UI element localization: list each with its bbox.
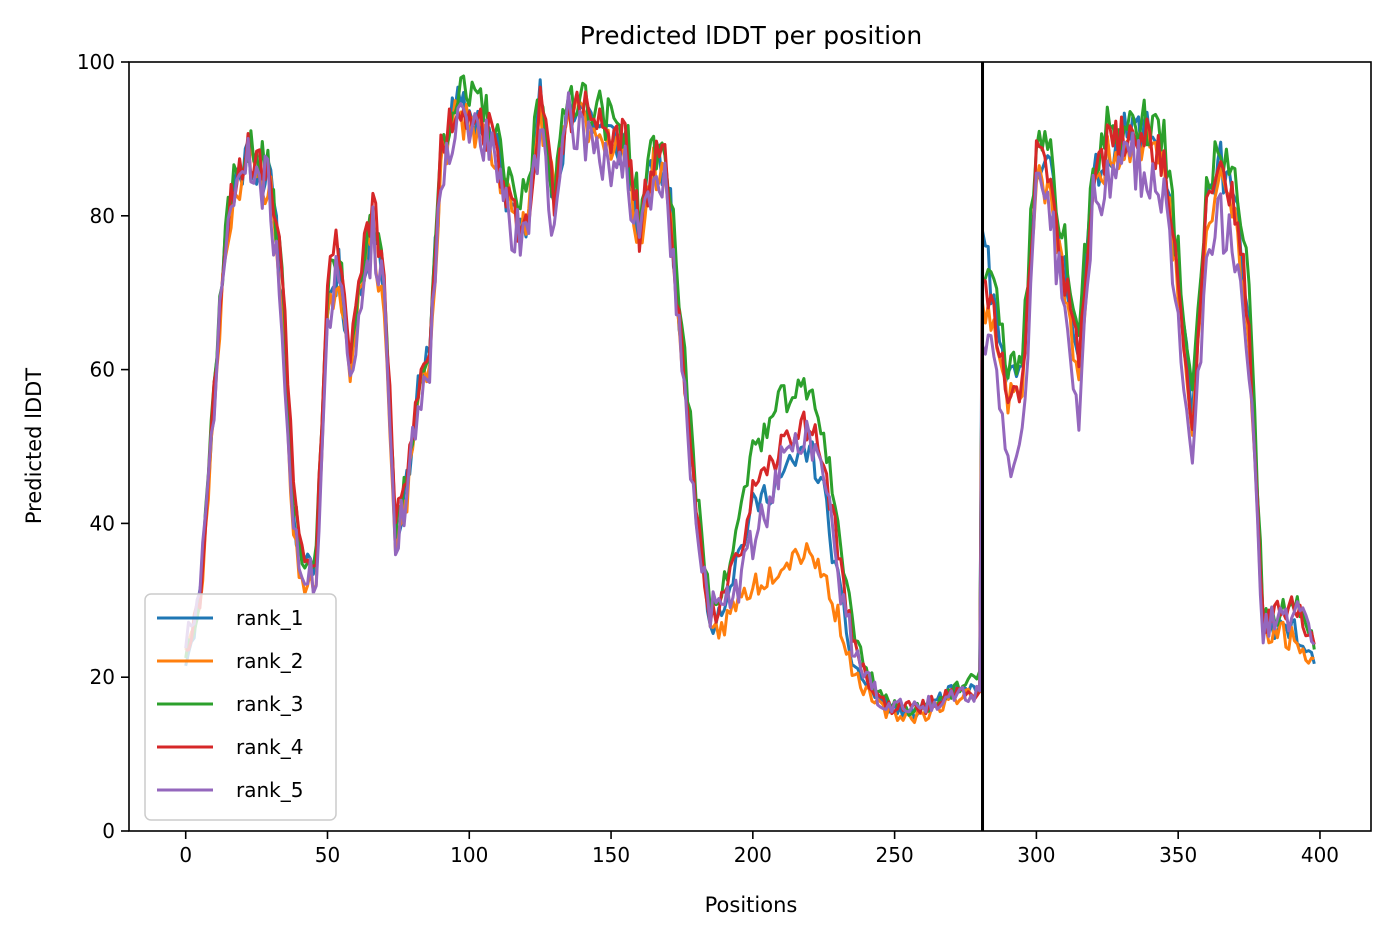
series-line-rank_4 — [185, 85, 1316, 716]
y-tick-label: 0 — [102, 819, 115, 843]
x-tick-label: 350 — [1159, 843, 1197, 867]
x-tick-label: 300 — [1017, 843, 1055, 867]
y-tick-label: 80 — [90, 204, 115, 228]
y-tick-label: 100 — [77, 50, 115, 74]
x-tick-label: 0 — [179, 843, 192, 867]
series-line-rank_5 — [184, 91, 1316, 714]
legend-label-rank_2: rank_2 — [236, 649, 303, 673]
x-tick-label: 200 — [734, 843, 772, 867]
y-tick-label: 40 — [90, 511, 115, 535]
legend-box — [144, 593, 337, 821]
x-tick-label: 100 — [450, 843, 488, 867]
y-tick-label: 20 — [90, 665, 115, 689]
legend-label-rank_4: rank_4 — [236, 735, 303, 759]
y-axis-label: Predicted lDDT — [22, 368, 46, 524]
y-axis-ticks: 0 20 40 60 80 100 — [77, 50, 129, 843]
legend-label-rank_3: rank_3 — [236, 692, 303, 716]
legend-label-rank_5: rank_5 — [236, 778, 303, 802]
x-axis-ticks: 0 50 100 150 200 250 300 350 400 — [179, 831, 1339, 867]
x-tick-label: 400 — [1301, 843, 1339, 867]
x-axis-label: Positions — [705, 893, 798, 917]
series-lines — [184, 74, 1316, 724]
y-tick-label: 60 — [90, 358, 115, 382]
x-tick-label: 50 — [315, 843, 340, 867]
x-tick-label: 150 — [592, 843, 630, 867]
plot-frame — [128, 61, 1372, 832]
chart-title: Predicted lDDT per position — [580, 21, 922, 50]
x-tick-label: 250 — [876, 843, 914, 867]
legend: rank_1 rank_2 rank_3 rank_4 rank_5 — [144, 593, 337, 821]
legend-label-rank_1: rank_1 — [236, 606, 303, 630]
